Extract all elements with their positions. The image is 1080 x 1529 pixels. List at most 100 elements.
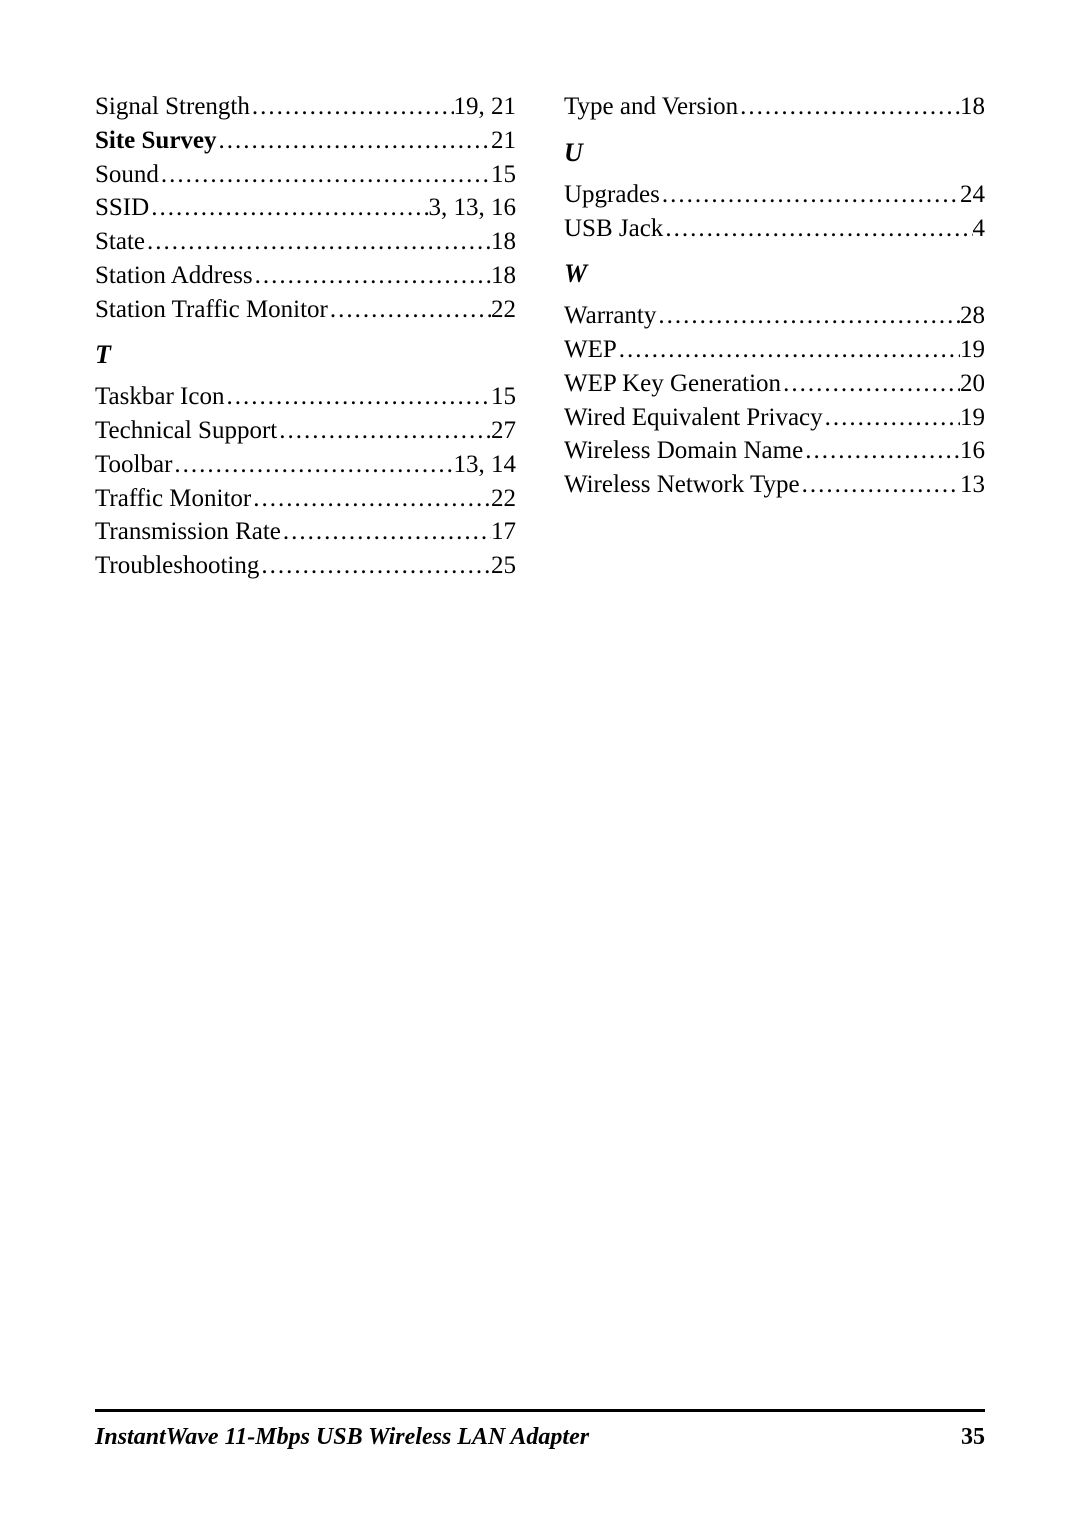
- index-entry: WEP 19: [564, 333, 985, 367]
- leader-dots: [617, 333, 960, 367]
- leader-dots: [281, 515, 491, 549]
- leader-dots: [738, 90, 960, 124]
- index-entry: Wireless Network Type 13: [564, 468, 985, 502]
- index-pages: 19, 21: [454, 90, 517, 124]
- index-entry: USB Jack 4: [564, 212, 985, 246]
- leader-dots: [823, 401, 960, 435]
- index-pages: 15: [491, 380, 516, 414]
- index-pages: 28: [960, 299, 985, 333]
- index-term: USB Jack: [564, 212, 663, 246]
- section-header-t: T: [95, 340, 516, 370]
- index-page: Signal Strength 19, 21 Site Survey 21 So…: [0, 0, 1080, 1529]
- index-term: Site Survey: [95, 124, 217, 158]
- index-term: Station Address: [95, 259, 253, 293]
- index-term: Station Traffic Monitor: [95, 293, 328, 327]
- footer-line: InstantWave 11-Mbps USB Wireless LAN Ada…: [95, 1424, 985, 1451]
- index-term: Traffic Monitor: [95, 482, 251, 516]
- index-pages: 19: [960, 401, 985, 435]
- index-term: Signal Strength: [95, 90, 250, 124]
- footer-title: InstantWave 11-Mbps USB Wireless LAN Ada…: [95, 1424, 589, 1451]
- section-header-w: W: [564, 259, 985, 289]
- leader-dots: [145, 225, 491, 259]
- footer-page-number: 35: [961, 1424, 985, 1451]
- left-column: Signal Strength 19, 21 Site Survey 21 So…: [95, 90, 516, 583]
- leader-dots: [224, 380, 491, 414]
- leader-dots: [803, 434, 960, 468]
- index-entry: State 18: [95, 225, 516, 259]
- index-entry: Traffic Monitor 22: [95, 482, 516, 516]
- index-entry: Taskbar Icon 15: [95, 380, 516, 414]
- index-entry: Station Traffic Monitor 22: [95, 293, 516, 327]
- index-entry: Station Address 18: [95, 259, 516, 293]
- index-pages: 3, 13, 16: [429, 191, 517, 225]
- index-pages: 22: [491, 482, 516, 516]
- index-entry: Troubleshooting 25: [95, 549, 516, 583]
- index-entry: WEP Key Generation 20: [564, 367, 985, 401]
- leader-dots: [253, 259, 491, 293]
- index-pages: 15: [491, 158, 516, 192]
- index-term: State: [95, 225, 145, 259]
- section-header-u: U: [564, 138, 985, 168]
- index-columns: Signal Strength 19, 21 Site Survey 21 So…: [95, 90, 985, 583]
- index-pages: 18: [491, 225, 516, 259]
- index-entry: Warranty 28: [564, 299, 985, 333]
- index-term: Wireless Domain Name: [564, 434, 803, 468]
- index-entry: SSID 3, 13, 16: [95, 191, 516, 225]
- index-term: SSID: [95, 191, 149, 225]
- leader-dots: [149, 191, 428, 225]
- index-pages: 27: [491, 414, 516, 448]
- index-pages: 4: [973, 212, 986, 246]
- leader-dots: [656, 299, 960, 333]
- leader-dots: [663, 212, 972, 246]
- page-footer: InstantWave 11-Mbps USB Wireless LAN Ada…: [95, 1409, 985, 1451]
- index-entry: Technical Support 27: [95, 414, 516, 448]
- leader-dots: [277, 414, 491, 448]
- index-entry: Site Survey 21: [95, 124, 516, 158]
- index-term: Wired Equivalent Privacy: [564, 401, 823, 435]
- leader-dots: [328, 293, 491, 327]
- index-term: Technical Support: [95, 414, 277, 448]
- index-term: Taskbar Icon: [95, 380, 224, 414]
- index-entry: Toolbar 13, 14: [95, 448, 516, 482]
- footer-rule: [95, 1409, 985, 1412]
- leader-dots: [660, 178, 960, 212]
- index-pages: 18: [960, 90, 985, 124]
- leader-dots: [250, 90, 454, 124]
- leader-dots: [259, 549, 491, 583]
- index-term: Warranty: [564, 299, 656, 333]
- index-term: Wireless Network Type: [564, 468, 800, 502]
- leader-dots: [159, 158, 491, 192]
- leader-dots: [172, 448, 453, 482]
- index-pages: 25: [491, 549, 516, 583]
- index-entry: Wired Equivalent Privacy 19: [564, 401, 985, 435]
- index-entry: Sound 15: [95, 158, 516, 192]
- right-column: Type and Version 18 U Upgrades 24 USB Ja…: [564, 90, 985, 583]
- index-entry: Transmission Rate 17: [95, 515, 516, 549]
- index-pages: 21: [491, 124, 516, 158]
- leader-dots: [251, 482, 491, 516]
- index-term: WEP: [564, 333, 617, 367]
- leader-dots: [781, 367, 960, 401]
- index-pages: 17: [491, 515, 516, 549]
- index-entry: Upgrades 24: [564, 178, 985, 212]
- index-pages: 13, 14: [454, 448, 517, 482]
- index-term: WEP Key Generation: [564, 367, 781, 401]
- index-pages: 19: [960, 333, 985, 367]
- leader-dots: [800, 468, 960, 502]
- index-pages: 22: [491, 293, 516, 327]
- index-term: Upgrades: [564, 178, 660, 212]
- leader-dots: [217, 124, 491, 158]
- index-term: Toolbar: [95, 448, 172, 482]
- index-entry: Wireless Domain Name 16: [564, 434, 985, 468]
- index-pages: 18: [491, 259, 516, 293]
- index-term: Troubleshooting: [95, 549, 259, 583]
- index-pages: 24: [960, 178, 985, 212]
- index-pages: 16: [960, 434, 985, 468]
- index-entry: Signal Strength 19, 21: [95, 90, 516, 124]
- index-term: Transmission Rate: [95, 515, 281, 549]
- index-entry: Type and Version 18: [564, 90, 985, 124]
- index-term: Type and Version: [564, 90, 738, 124]
- index-pages: 20: [960, 367, 985, 401]
- index-term: Sound: [95, 158, 159, 192]
- index-pages: 13: [960, 468, 985, 502]
